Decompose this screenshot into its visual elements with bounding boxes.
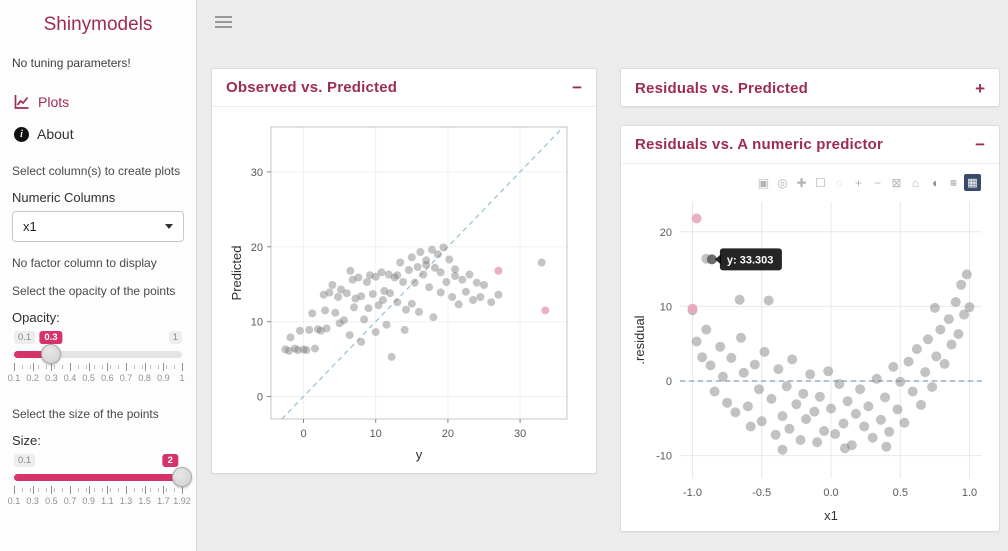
svg-text:y: y	[416, 447, 423, 462]
opacity-help-text: Select the opacity of the points	[12, 284, 176, 298]
slider-handle[interactable]	[40, 344, 61, 364]
svg-text:.residual: .residual	[632, 315, 647, 364]
size-help-text: Select the size of the points	[12, 407, 159, 421]
camera-icon[interactable]: ▣	[757, 175, 770, 190]
slider-handle[interactable]	[172, 467, 192, 487]
panel-residuals-vs-predicted: Residuals vs. Predicted +	[620, 68, 1000, 107]
chart-line-icon	[14, 95, 29, 109]
slider-fill	[14, 474, 182, 481]
numeric-columns-label: Numeric Columns	[12, 190, 116, 205]
lasso-select-icon[interactable]: ◌	[835, 175, 844, 190]
panel-header: Residuals vs. Predicted +	[621, 69, 999, 107]
size-label: Size:	[12, 433, 41, 448]
app-title: Shinymodels	[43, 14, 153, 35]
svg-text:20: 20	[660, 227, 672, 239]
svg-text:10: 10	[370, 428, 382, 440]
zoom-icon[interactable]: ◎	[777, 175, 788, 190]
opacity-label: Opacity:	[12, 310, 60, 325]
panel-title: Residuals vs. Predicted	[635, 79, 809, 97]
svg-text:y: 33.303: y: 33.303	[727, 254, 773, 266]
sidebar-item-about[interactable]: i About	[12, 118, 184, 150]
info-icon: i	[14, 126, 29, 142]
svg-text:x1: x1	[824, 508, 838, 523]
svg-text:0.0: 0.0	[823, 487, 838, 499]
slider-fill	[14, 351, 51, 358]
size-slider[interactable]: 0.1 2 0.1 0.3 0.5 0.7 0.9 1.1 1.3 1.5 1.7 1.92	[8, 454, 192, 516]
plots-label: Plots	[38, 94, 70, 110]
slider-value-label: 2	[162, 454, 178, 467]
panel-header: Residuals vs. A numeric predictor −	[621, 126, 999, 164]
opacity-slider[interactable]: 0.1 1 0.3 0.1 0.2 0.3 0.4 0.5 0.6 0.7 0.8 0.9 1	[8, 331, 185, 393]
sidebar: Shinymodels No tuning parameters! Plots …	[0, 0, 197, 551]
svg-text:20: 20	[442, 428, 454, 440]
svg-text:10: 10	[660, 301, 672, 313]
autoscale-icon[interactable]: ⊠	[891, 175, 902, 190]
panel-observed-vs-predicted: Observed vs. Predicted − 0 10 20 30 0 10 20 30 y…	[211, 68, 597, 474]
reset-axes-icon[interactable]: ⌂	[911, 175, 920, 190]
slider-min-label: 0.1	[14, 454, 36, 467]
svg-text:0.5: 0.5	[893, 487, 908, 499]
numeric-columns-select[interactable]: x1	[12, 211, 184, 242]
svg-text:0: 0	[666, 376, 672, 388]
box-select-icon[interactable]: ☐	[815, 175, 826, 190]
slider-track[interactable]	[14, 351, 182, 358]
residuals-vs-x1-chart[interactable]: -1.0 -0.5 0.0 0.5 1.0 -10 0 10 20 x1 .residual y: 3…	[628, 194, 992, 526]
svg-text:-10: -10	[656, 451, 672, 463]
numeric-columns-value: x1	[23, 219, 37, 234]
expand-button[interactable]: +	[975, 78, 985, 98]
no-factor-text: No factor column to display	[12, 256, 157, 270]
slider-grid: 0.1 0.2 0.3 0.4 0.5 0.6 0.7 0.8 0.9 1	[8, 363, 185, 389]
collapse-button[interactable]: −	[572, 78, 582, 97]
svg-text:30: 30	[514, 428, 526, 440]
svg-text:30: 30	[251, 167, 263, 179]
panel-residuals-vs-numeric-predictor: Residuals vs. A numeric predictor − ▣ ◎ ✚ ☐…	[620, 125, 1000, 532]
about-label: About	[37, 126, 74, 142]
slider-grid: 0.1 0.3 0.5 0.7 0.9 1.1 1.3 1.5 1.7 1.92	[8, 486, 191, 512]
svg-text:1.0: 1.0	[962, 487, 977, 499]
hover-closest-icon[interactable]: ◖	[930, 175, 939, 190]
plotly-toolbar: ▣ ◎ ✚ ☐ ◌ + − ⊠ ⌂ ◖ ≡ ▦	[627, 172, 993, 194]
svg-text:-1.0: -1.0	[683, 487, 702, 499]
hover-compare-icon[interactable]: ≡	[949, 175, 957, 190]
svg-text:0: 0	[300, 428, 306, 440]
plotly-logo-icon[interactable]: ▦	[964, 174, 981, 191]
panel-title: Observed vs. Predicted	[226, 79, 398, 96]
no-tuning-text: No tuning parameters!	[12, 56, 131, 70]
pan-icon[interactable]: ✚	[796, 175, 807, 190]
zoom-in-icon[interactable]: +	[854, 175, 862, 190]
chevron-down-icon	[165, 224, 173, 229]
panel-title: Residuals vs. A numeric predictor	[635, 136, 884, 153]
observed-vs-predicted-chart[interactable]: 0 10 20 30 0 10 20 30 y Predicted	[225, 115, 583, 465]
menu-toggle-icon[interactable]	[213, 11, 234, 33]
slider-min-label: 0.1	[14, 331, 36, 344]
svg-text:10: 10	[251, 317, 263, 329]
slider-max-label: 1	[168, 331, 182, 344]
svg-text:0: 0	[257, 392, 263, 404]
svg-text:Predicted: Predicted	[229, 246, 244, 301]
collapse-button[interactable]: −	[975, 135, 985, 154]
select-columns-text: Select column(s) to create plots	[12, 164, 181, 178]
panel-header: Observed vs. Predicted −	[212, 69, 596, 107]
svg-text:-0.5: -0.5	[752, 487, 771, 499]
zoom-out-icon[interactable]: −	[873, 175, 881, 190]
sidebar-item-plots[interactable]: Plots	[12, 86, 184, 118]
slider-value-label: 0.3	[39, 331, 63, 344]
svg-text:20: 20	[251, 242, 263, 254]
